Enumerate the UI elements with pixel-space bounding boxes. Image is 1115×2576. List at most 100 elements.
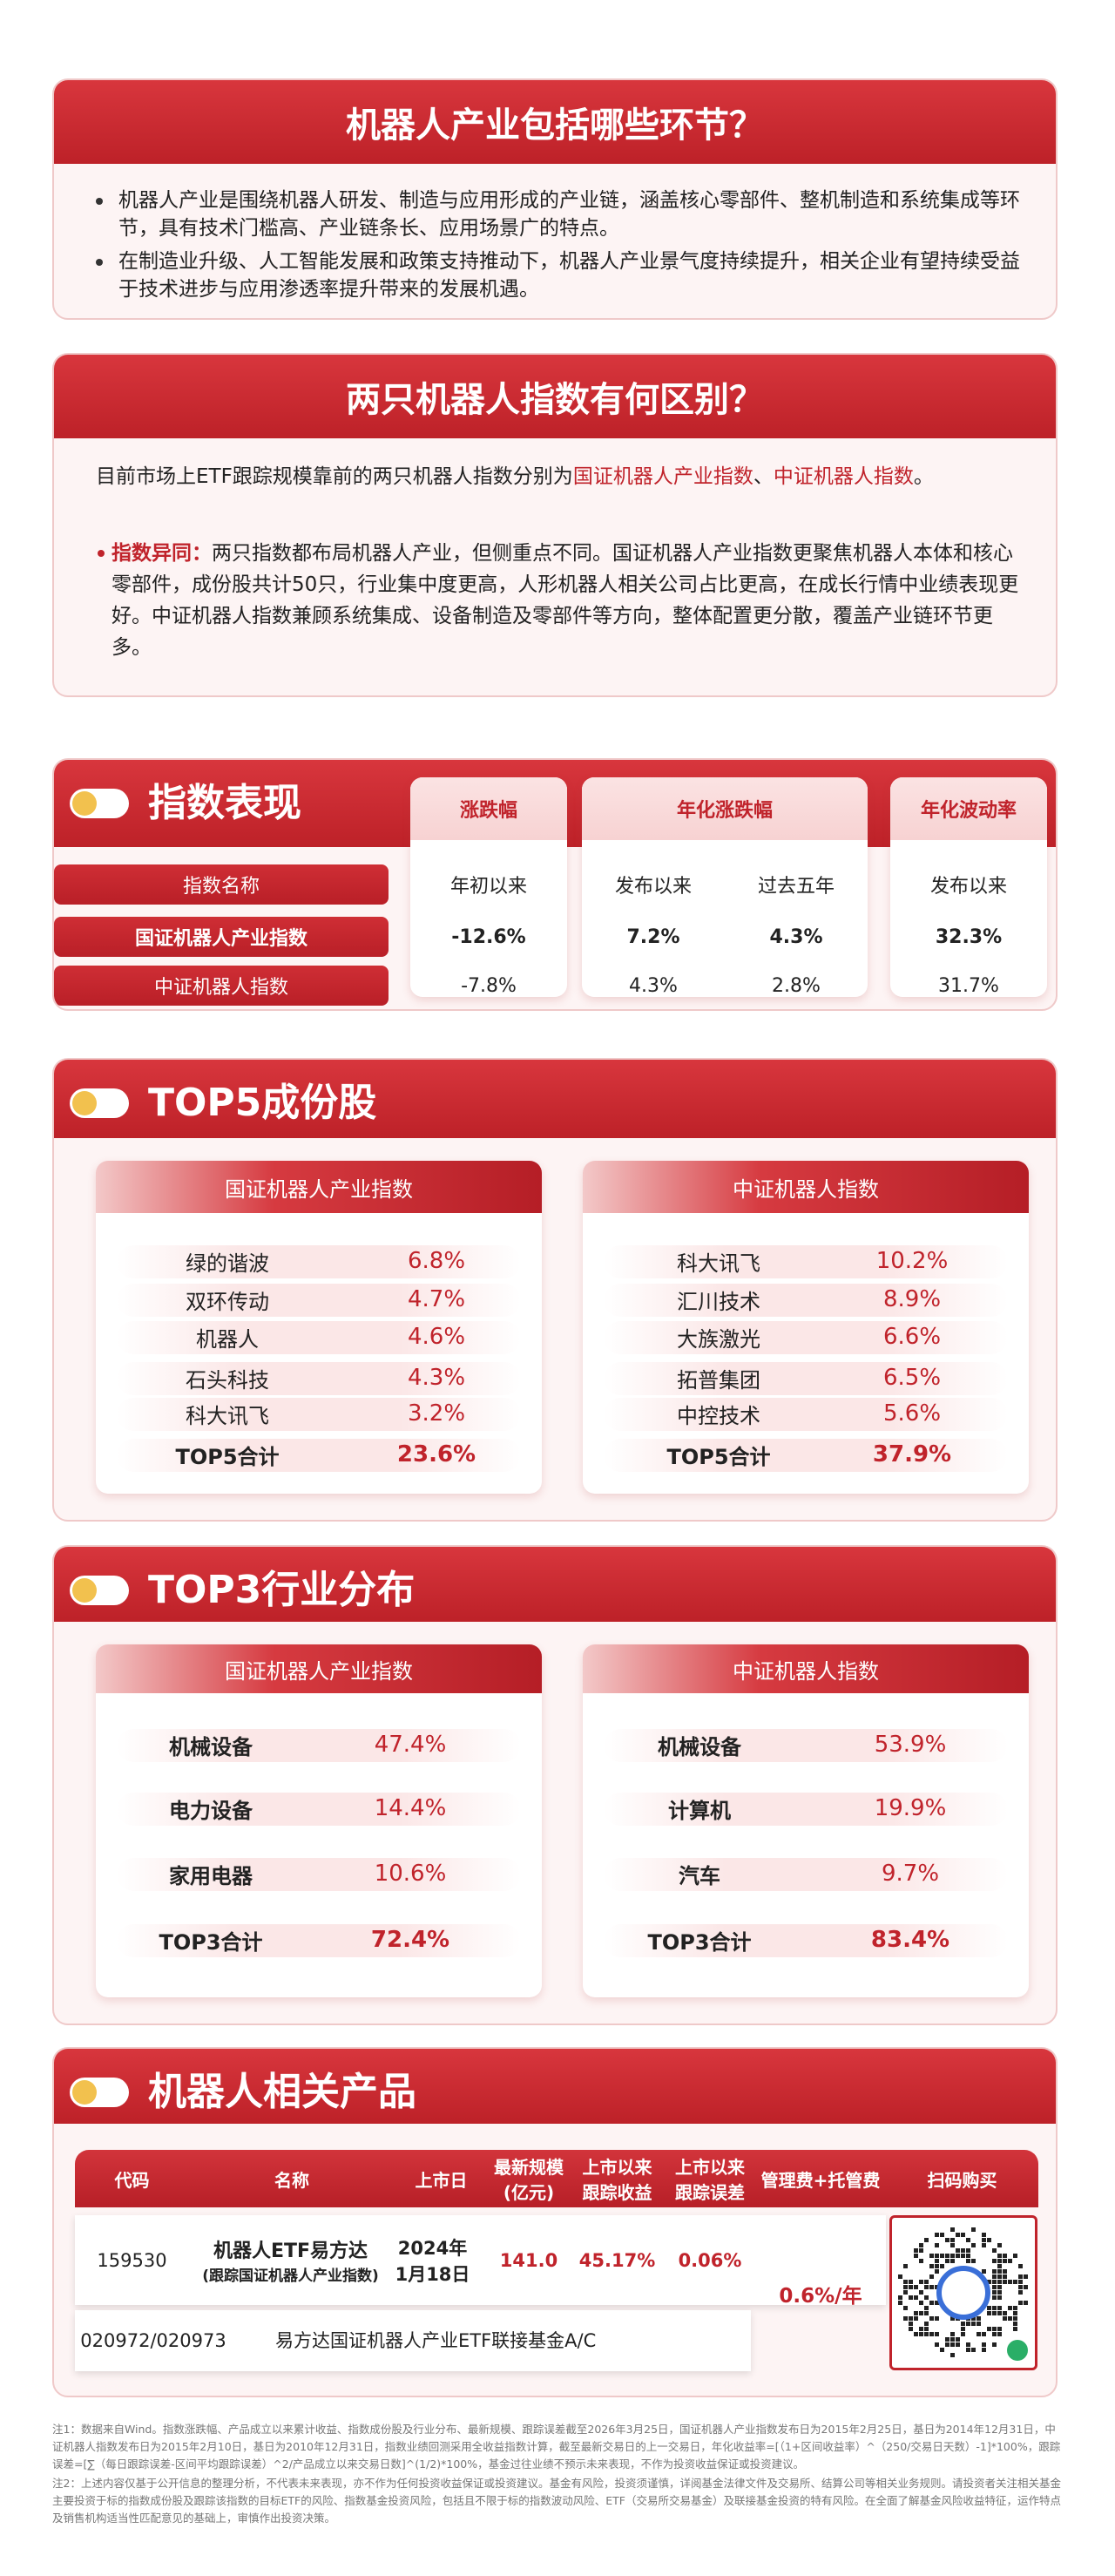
qr-dot: [997, 2280, 1002, 2284]
row-bg: [117, 1858, 521, 1891]
metric-group: 涨跌幅 年初以来 -12.6% -7.8%: [410, 777, 567, 997]
fund-name-sub: (跟踪国证机器人产业指数): [202, 2268, 379, 2285]
item-weight: 4.3%: [407, 1365, 466, 1391]
qr-dot: [997, 2269, 1002, 2274]
qr-dot: [992, 2342, 997, 2347]
header-line: 代码: [114, 2169, 150, 2191]
qr-dot: [982, 2348, 986, 2352]
bullet-dot: [96, 259, 103, 266]
row-bg: [604, 1729, 1008, 1762]
qr-dot: [987, 2327, 991, 2331]
qr-dot: [961, 2233, 965, 2237]
item-name: 拓普集团: [677, 1367, 760, 1393]
section-card: TOP5成份股 国证机器人产业指数 绿的谐波 6.8% 双环传动 4.7% 机器人 4.6% 石…: [52, 1058, 1058, 1522]
header-line: 上市以来: [582, 2157, 652, 2178]
qr-dot: [997, 2295, 1002, 2300]
qr-dot: [1003, 2254, 1007, 2258]
fund-name: 机器人ETF易方达 (跟踪国证机器人产业指数): [189, 2215, 392, 2305]
qr-dot: [919, 2332, 923, 2336]
bullet-item: 机器人产业是围绕机器人研发、制造与应用形成的产业链，涵盖核心零部件、整机制造和系…: [89, 186, 1030, 242]
qr-dot: [982, 2342, 986, 2347]
fund-scale: 141.0: [499, 2249, 558, 2271]
table-title: 国证机器人产业指数: [96, 1161, 542, 1213]
qr-dot: [1018, 2301, 1023, 2305]
index-name: 中证机器人指数: [54, 966, 389, 1006]
qr-dot: [914, 2254, 918, 2258]
qr-dot: [950, 2243, 955, 2247]
qr-dot: [966, 2342, 970, 2347]
point-label: 指数异同：: [112, 542, 212, 565]
qr-dot: [1013, 2280, 1017, 2284]
qr-dot: [1008, 2259, 1012, 2263]
row-bg: [604, 1245, 1008, 1278]
fund-error: 0.06%: [678, 2249, 742, 2271]
qr-code: [889, 2215, 1037, 2370]
qr-dot: [935, 2233, 939, 2237]
qr-dot: [914, 2332, 918, 2336]
row-bg: [604, 1858, 1008, 1891]
column-header: 代码: [75, 2150, 189, 2207]
qr-dot: [914, 2285, 918, 2289]
listing-date: 2024年 1月18日: [377, 2215, 488, 2305]
qr-dot: [950, 2342, 955, 2347]
wechat-badge: [1007, 2340, 1028, 2361]
qr-dot: [909, 2280, 913, 2284]
row-bg: [604, 1398, 1008, 1431]
qr-dot: [919, 2248, 923, 2253]
qr-dot: [1003, 2316, 1007, 2321]
point-body: 两只指数都布局机器人产业，但侧重点不同。国证机器人产业指数更聚焦机器人本体和核心…: [112, 542, 1019, 659]
link-code: 020972/020973: [80, 2330, 226, 2351]
qr-pattern[interactable]: [898, 2227, 1029, 2358]
qr-dot: [992, 2290, 997, 2295]
qr-dot: [956, 2337, 960, 2342]
qr-dot: [997, 2259, 1002, 2263]
qr-dot: [950, 2238, 955, 2242]
item-name: 汇川技术: [677, 1289, 760, 1314]
qr-dot: [992, 2327, 997, 2331]
group-label: 年化涨跌幅: [582, 777, 868, 840]
qr-dot: [945, 2342, 949, 2347]
qr-dot: [950, 2337, 955, 2342]
qr-dot: [924, 2332, 929, 2336]
row-bg: [117, 1284, 521, 1317]
column-header: 上市以来 跟踪误差: [665, 2150, 755, 2207]
item-name: 科大讯飞: [186, 1403, 269, 1428]
metric-value: 31.7%: [938, 974, 999, 997]
qr-dot: [1013, 2316, 1017, 2321]
qr-dot: [940, 2264, 944, 2268]
qr-dot: [997, 2311, 1002, 2315]
qr-dot: [903, 2306, 908, 2310]
total-weight: 72.4%: [370, 1927, 450, 1953]
qr-dot: [992, 2285, 997, 2289]
item-weight: 10.2%: [875, 1248, 949, 1274]
qr-dot: [987, 2280, 991, 2284]
qr-dot: [982, 2332, 986, 2336]
qr-dot: [950, 2353, 955, 2357]
qr-dot: [987, 2311, 991, 2315]
qr-dot: [956, 2342, 960, 2347]
header-line: 跟踪收益: [582, 2182, 652, 2203]
qr-dot: [929, 2254, 934, 2258]
qr-dot: [1003, 2280, 1007, 2284]
section-card: 指数表现 指数名称 国证机器人产业指数 中证机器人指数 涨跌幅 年初以来 -12.6% -7.…: [52, 758, 1058, 1011]
bullet-text: 在制造业升级、人工智能发展和政策支持推动下，机器人产业景气度持续提升，相关企业有…: [118, 250, 1020, 301]
qr-dot: [935, 2301, 939, 2305]
qr-dot: [976, 2332, 981, 2336]
qr-dot: [909, 2322, 913, 2326]
qr-dot: [1013, 2327, 1017, 2331]
header-line: 扫码购买: [927, 2169, 997, 2191]
total-label: TOP5合计: [666, 1444, 771, 1469]
qr-dot: [997, 2290, 1002, 2295]
index-name: 国证机器人产业指数: [54, 917, 389, 957]
item-name: 科大讯飞: [677, 1251, 760, 1276]
qr-dot: [914, 2248, 918, 2253]
intro-highlight: 中证机器人指数: [773, 465, 914, 488]
qr-dot: [1024, 2301, 1028, 2305]
qr-dot: [1013, 2322, 1017, 2326]
toggle-knob: [72, 1578, 97, 1603]
question-card: 机器人产业包括哪些环节？ 机器人产业是围绕机器人研发、制造与应用形成的产业链，涵盖…: [52, 78, 1058, 320]
item-weight: 6.5%: [882, 1365, 942, 1391]
item-name: 大族激光: [677, 1326, 760, 1352]
item-name: 中控技术: [677, 1403, 760, 1428]
header-line: (亿元): [503, 2182, 555, 2203]
